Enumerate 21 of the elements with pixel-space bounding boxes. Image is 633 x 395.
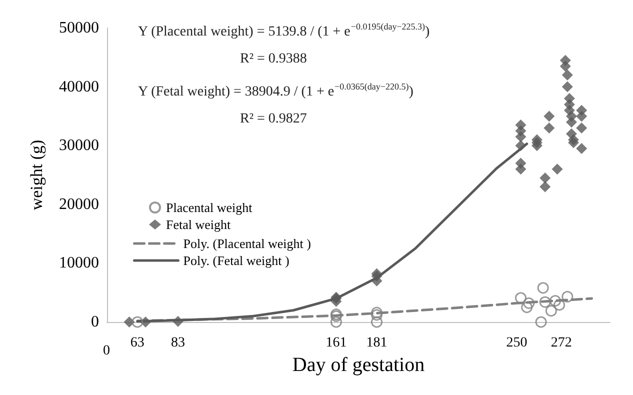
y-axis-title: weight (g) <box>27 140 46 210</box>
x-tick-label: 181 <box>366 336 388 350</box>
y-tick-label: 50000 <box>59 20 99 36</box>
y-tick-label: 20000 <box>59 196 99 213</box>
annotation: R² = 0.9827 <box>240 112 307 126</box>
legend-label: Placental weight <box>166 200 253 215</box>
x-tick-label: 272 <box>550 336 572 350</box>
legend-label: Poly. (Placental weight ) <box>183 236 311 251</box>
x-tick-label: 83 <box>170 336 185 350</box>
text: 0 <box>103 344 110 358</box>
legend-label: Fetal weight <box>166 217 232 232</box>
y-tick-label: 0 <box>91 314 99 330</box>
y-tick-label: 10000 <box>59 254 99 272</box>
y-tick-label: 40000 <box>59 78 99 96</box>
y-tick-label: 30000 <box>59 137 99 154</box>
x-axis-title: Day of gestation <box>292 354 425 376</box>
x-tick-label: 63 <box>130 336 144 350</box>
x-tick-label: 250 <box>506 336 528 350</box>
x-tick-label: 161 <box>326 336 347 350</box>
legend-label: Poly. (Fetal weight ) <box>183 253 290 268</box>
annotation: R² = 0.9388 <box>240 52 307 66</box>
